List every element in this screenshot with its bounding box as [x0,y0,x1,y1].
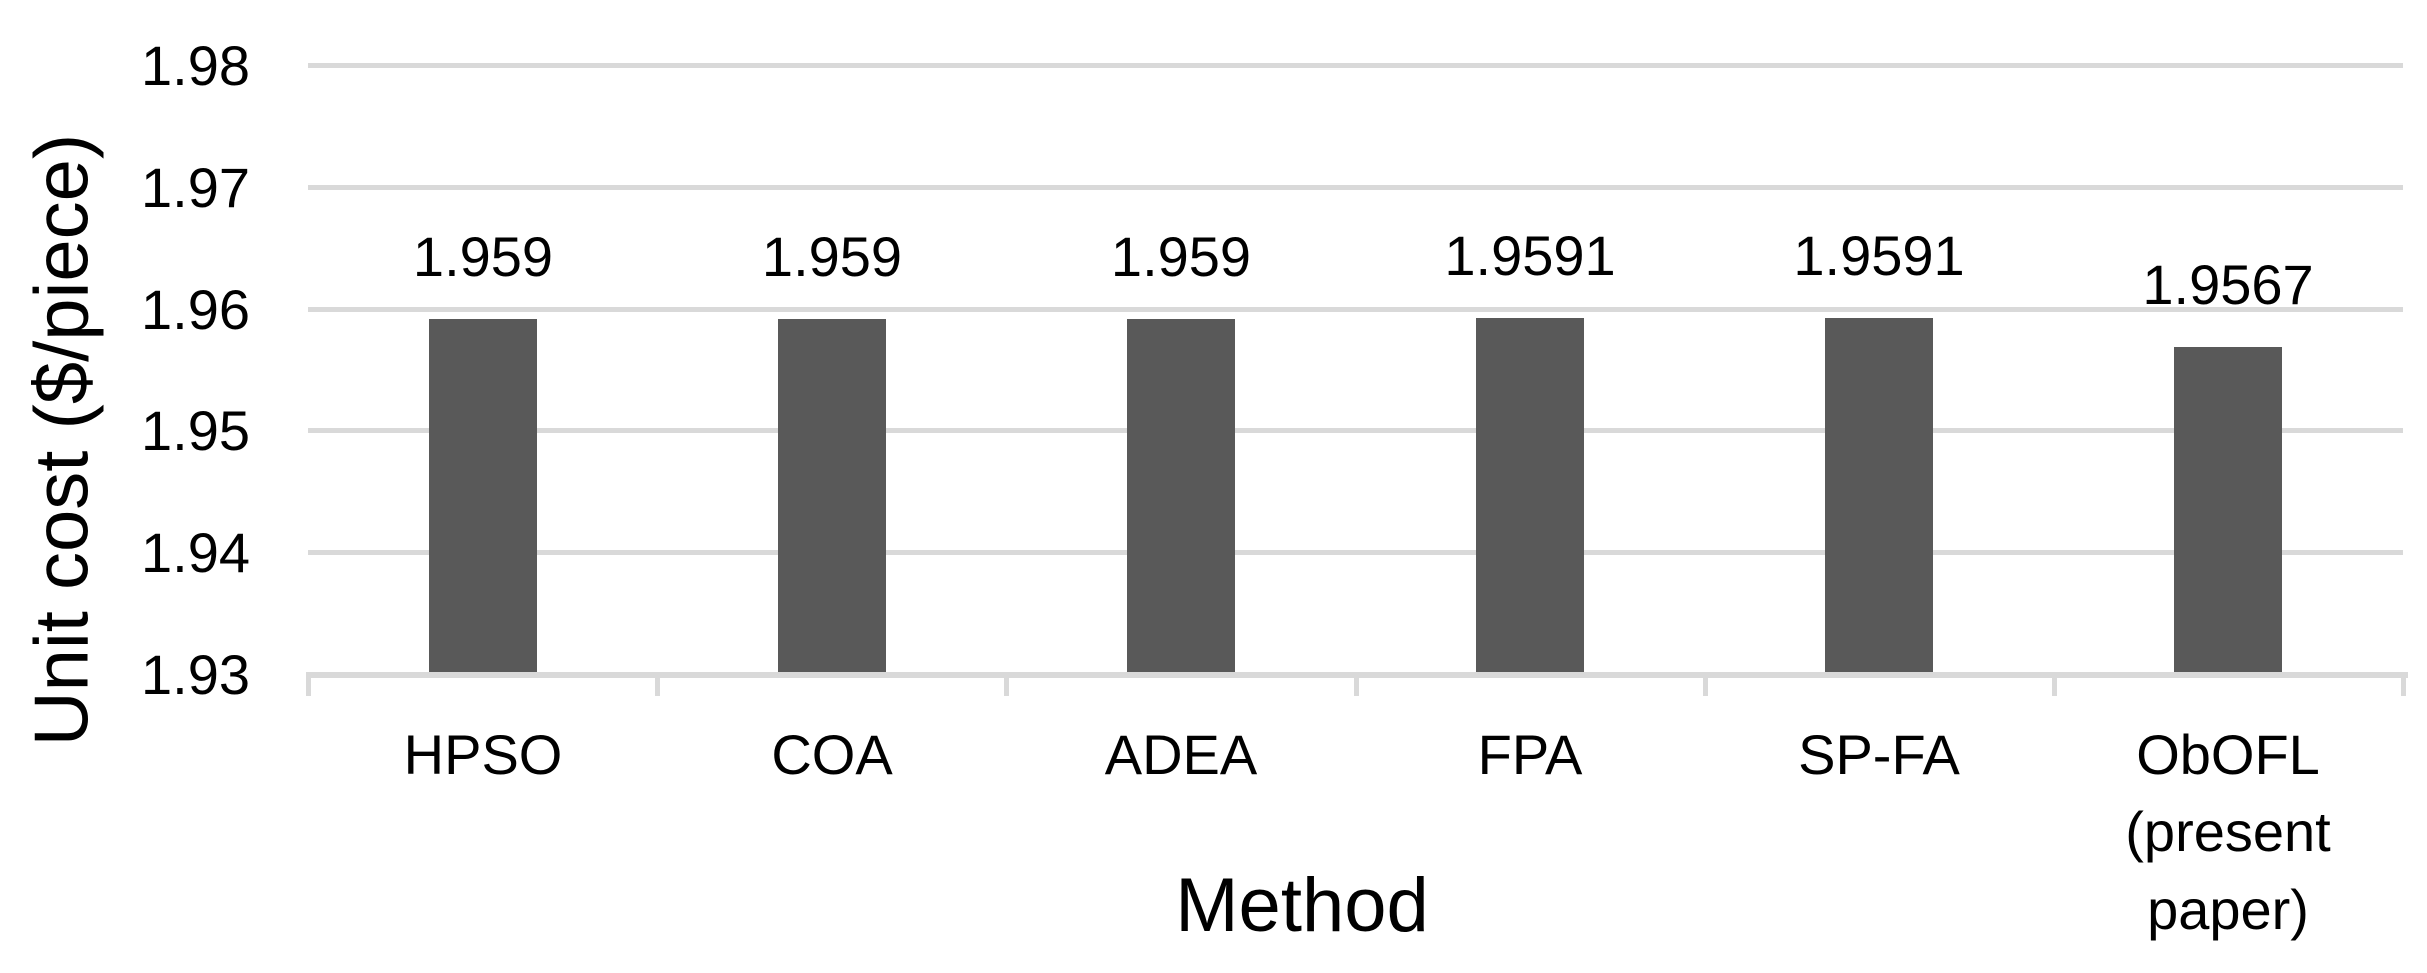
bar-sp-fa [1825,318,1933,672]
bar-hpso [429,319,537,672]
x-axis-tick [655,672,660,696]
x-category-label: ADEA [1104,723,1258,786]
x-category-label: COA [771,723,893,786]
bar-fpa [1476,318,1584,672]
bar-value-label: 1.959 [1110,225,1252,288]
bar-coa [778,319,886,672]
bar-value-label: 1.9567 [2142,253,2314,316]
x-axis-tick [2052,672,2057,696]
gridline [308,63,2403,68]
bar-value-label: 1.959 [412,225,554,288]
x-axis-tick [2401,672,2406,696]
x-category-label: FPA [1477,723,1583,786]
x-axis-tick [1354,672,1359,696]
x-category-label: SP-FA [1798,723,1960,786]
y-tick-label: 1.96 [141,278,250,341]
gridline [308,428,2403,433]
y-tick-label: 1.94 [141,521,250,584]
x-category-label: HPSO [403,723,563,786]
y-tick-label: 1.93 [141,643,250,706]
x-axis-tick [1703,672,1708,696]
y-tick-label: 1.97 [141,156,250,219]
bar-obofl [2174,347,2282,672]
gridline [308,185,2403,190]
bar-value-label: 1.9591 [1444,224,1616,287]
bar-adea [1127,319,1235,672]
x-axis-tick [306,672,311,696]
x-axis-title: Method [1175,863,1429,948]
x-axis-tick [1004,672,1009,696]
y-tick-label: 1.95 [141,399,250,462]
y-tick-label: 1.98 [141,34,250,97]
gridline [308,550,2403,555]
gridline [308,307,2403,312]
bar-value-label: 1.959 [761,225,903,288]
x-category-label: ObOFL (present paper) [2125,723,2331,941]
bar-value-label: 1.9591 [1793,224,1965,287]
